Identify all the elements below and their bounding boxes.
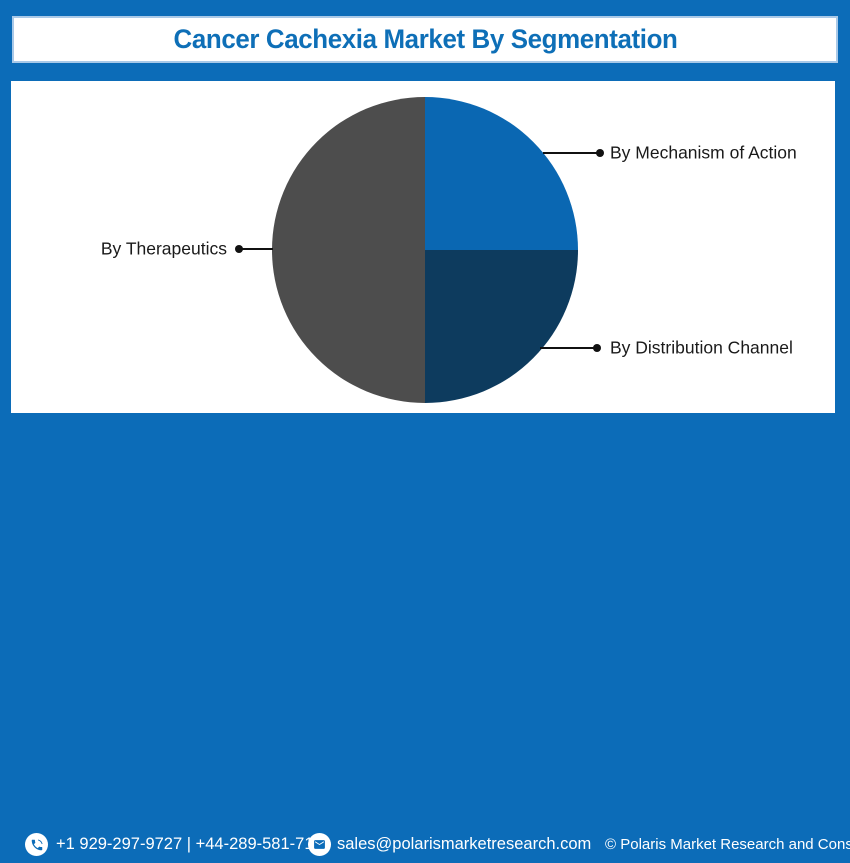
- leader-line-mechanism: [543, 152, 600, 154]
- slice-label-distribution: By Distribution Channel: [610, 337, 793, 358]
- email-icon-glyph: [314, 840, 325, 849]
- pie-chart: [272, 97, 578, 403]
- header-title-box: Cancer Cachexia Market By Segmentation: [12, 16, 838, 63]
- leader-line-therapeutics: [241, 248, 273, 250]
- footer-email: sales@polarismarketresearch.com: [337, 835, 592, 853]
- footer-bar: +1 929-297-9727 | +44-289-581-7111 sales…: [0, 413, 850, 856]
- slice-label-mechanism: By Mechanism of Action: [610, 142, 797, 163]
- leader-dot-mechanism: [596, 149, 604, 157]
- leader-dot-therapeutics: [235, 245, 243, 253]
- pie-chart-panel: By Mechanism of Action By Distribution C…: [11, 81, 835, 413]
- leader-line-distribution: [540, 347, 597, 349]
- phone-icon-glyph: [31, 839, 42, 850]
- footer-phone-numbers: +1 929-297-9727 | +44-289-581-7111: [56, 835, 330, 853]
- leader-dot-distribution: [593, 344, 601, 352]
- page-title: Cancer Cachexia Market By Segmentation: [173, 24, 677, 54]
- email-icon: [308, 833, 331, 856]
- infographic-frame: Cancer Cachexia Market By Segmentation B…: [0, 16, 850, 856]
- slice-label-therapeutics: By Therapeutics: [100, 238, 227, 259]
- phone-icon: [25, 833, 48, 856]
- footer-copyright: © Polaris Market Research and Consulting…: [605, 836, 850, 853]
